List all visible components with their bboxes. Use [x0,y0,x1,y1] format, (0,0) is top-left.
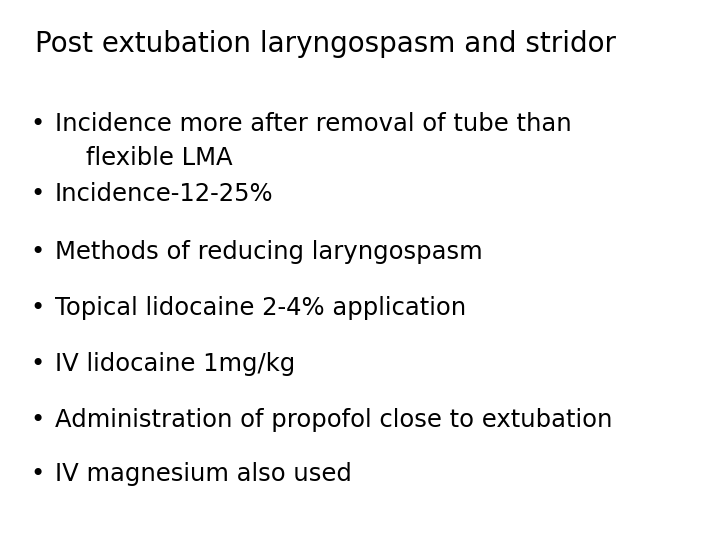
Text: •: • [30,462,44,486]
Text: Incidence more after removal of tube than: Incidence more after removal of tube tha… [55,112,572,136]
Text: •: • [30,240,44,264]
Text: flexible LMA: flexible LMA [55,146,233,170]
Text: •: • [30,296,44,320]
Text: Incidence-12-25%: Incidence-12-25% [55,182,274,206]
Text: •: • [30,408,44,432]
Text: Topical lidocaine 2-4% application: Topical lidocaine 2-4% application [55,296,466,320]
Text: •: • [30,112,44,136]
Text: IV magnesium also used: IV magnesium also used [55,462,352,486]
Text: Post extubation laryngospasm and stridor: Post extubation laryngospasm and stridor [35,30,616,58]
Text: Administration of propofol close to extubation: Administration of propofol close to extu… [55,408,613,432]
Text: •: • [30,352,44,376]
Text: IV lidocaine 1mg/kg: IV lidocaine 1mg/kg [55,352,295,376]
Text: Methods of reducing laryngospasm: Methods of reducing laryngospasm [55,240,482,264]
Text: •: • [30,182,44,206]
